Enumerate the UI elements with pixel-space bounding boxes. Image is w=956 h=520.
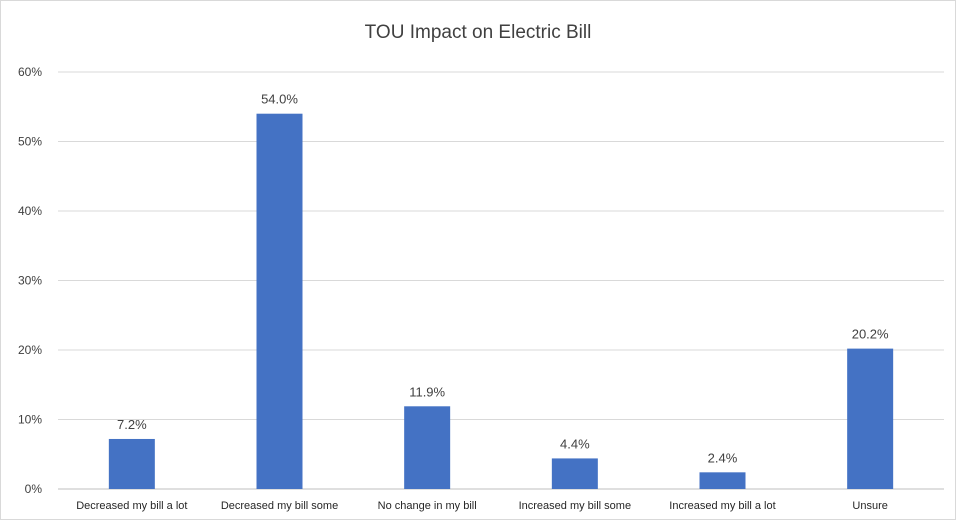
- data-label: 11.9%: [409, 384, 445, 399]
- y-tick-label: 10%: [18, 413, 42, 427]
- x-tick-label: Unsure: [852, 500, 887, 512]
- x-tick-label: Decreased my bill some: [221, 500, 338, 512]
- y-tick-label: 60%: [18, 65, 42, 79]
- y-tick-label: 20%: [18, 343, 42, 357]
- y-tick-label: 30%: [18, 274, 42, 288]
- x-tick-label: Increased my bill some: [519, 500, 632, 512]
- bar: [699, 472, 746, 489]
- data-label: 54.0%: [261, 92, 298, 107]
- bar: [551, 458, 598, 489]
- data-label: 7.2%: [117, 417, 147, 432]
- y-tick-label: 0%: [25, 482, 43, 496]
- chart-title: TOU Impact on Electric Bill: [364, 22, 592, 43]
- y-tick-label: 50%: [18, 135, 42, 149]
- bar: [847, 348, 894, 489]
- bar: [256, 113, 303, 489]
- bar: [404, 406, 451, 489]
- x-tick-label: Decreased my bill a lot: [76, 500, 187, 512]
- y-tick-label: 40%: [18, 204, 42, 218]
- data-label: 2.4%: [708, 450, 738, 465]
- x-tick-label: No change in my bill: [378, 500, 477, 512]
- data-label: 20.2%: [852, 327, 889, 342]
- x-tick-label: Increased my bill a lot: [669, 500, 775, 512]
- data-label: 4.4%: [560, 436, 590, 451]
- bar: [108, 438, 155, 489]
